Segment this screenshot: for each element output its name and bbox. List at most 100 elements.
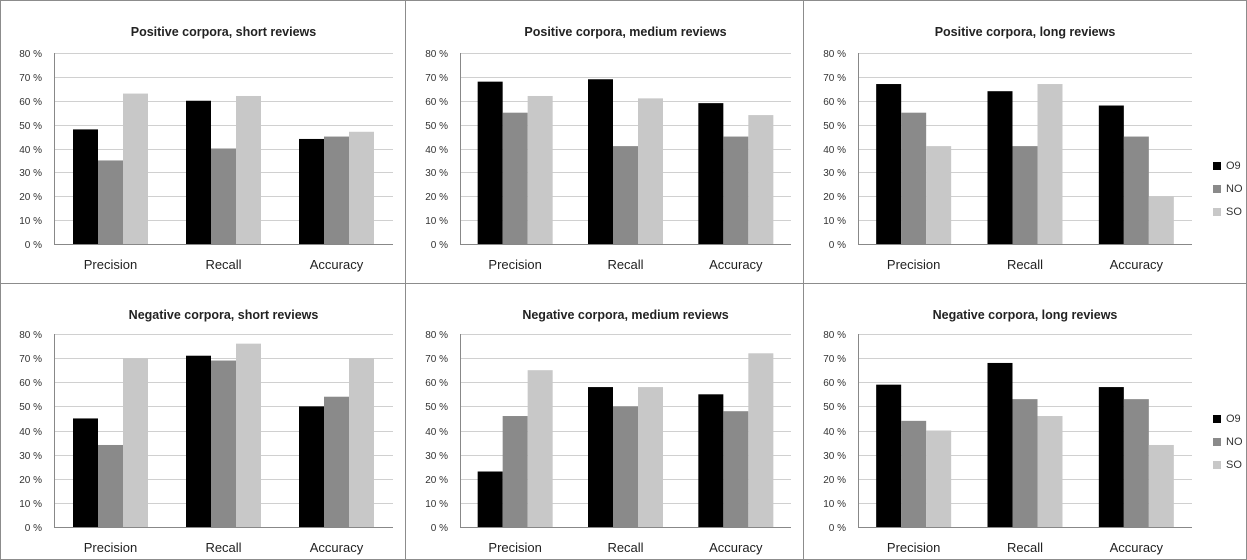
- y-tick-label: 10 %: [19, 499, 42, 510]
- y-tick-label: 0 %: [25, 523, 42, 534]
- y-tick-label: 10 %: [19, 216, 42, 227]
- y-tick-label: 40 %: [425, 145, 448, 156]
- y-tick-label: 70 %: [425, 354, 448, 365]
- bar-o9-precision: [477, 471, 503, 527]
- bar-o9-recall: [987, 362, 1013, 527]
- bar-o9-precision: [73, 418, 98, 527]
- y-tick-label: 20 %: [823, 475, 846, 486]
- y-tick-label: 70 %: [19, 354, 42, 365]
- y-tick-label: 80 %: [19, 330, 42, 341]
- bar-o9-precision: [876, 84, 902, 244]
- chart-title: Negative corpora, medium reviews: [522, 308, 728, 322]
- legend-swatch: [1213, 207, 1221, 216]
- bar-o9-recall: [186, 355, 211, 527]
- y-tick-label: 60 %: [425, 378, 448, 389]
- y-tick-label: 60 %: [425, 97, 448, 108]
- bar-o9-recall: [588, 387, 613, 527]
- bar-o9-recall: [588, 79, 613, 244]
- bar-no-accuracy: [1123, 136, 1149, 244]
- bar-no-precision: [901, 112, 927, 244]
- bar-no-accuracy: [324, 136, 349, 244]
- x-category-label: Accuracy: [709, 257, 763, 272]
- bar-so-accuracy: [349, 358, 374, 527]
- legend-item: O9: [1213, 407, 1243, 430]
- bar-o9-recall: [186, 100, 211, 244]
- x-category-label: Precision: [887, 257, 940, 272]
- bar-o9-precision: [876, 384, 902, 527]
- bar-so-precision: [527, 370, 553, 527]
- y-tick-label: 20 %: [823, 192, 846, 203]
- bar-chart-panel: Negative corpora, short reviews 0 % 10 % 20…: [19, 308, 393, 555]
- legend-label: O9: [1226, 159, 1241, 172]
- y-tick-label: 50 %: [823, 402, 846, 413]
- y-tick-label: 60 %: [19, 97, 42, 108]
- x-category-label: Precision: [488, 540, 541, 555]
- legend-swatch: [1213, 437, 1221, 446]
- y-tick-label: 0 %: [431, 240, 448, 251]
- legend-label: O9: [1226, 412, 1241, 425]
- bar-chart-panel: Negative corpora, long reviews 0 % 10 % 20 …: [823, 308, 1192, 555]
- y-tick-label: 0 %: [829, 523, 846, 534]
- bar-so-precision: [926, 146, 952, 244]
- x-category-label: Precision: [84, 257, 137, 272]
- y-tick-label: 80 %: [823, 330, 846, 341]
- bar-no-precision: [98, 160, 123, 244]
- bar-o9-recall: [987, 91, 1013, 244]
- y-tick-label: 30 %: [823, 168, 846, 179]
- legend-swatch: [1213, 161, 1221, 170]
- x-category-label: Recall: [205, 257, 241, 272]
- y-tick-label: 10 %: [425, 499, 448, 510]
- bar-chart-panel: Negative corpora, medium reviews 0 % 10 % 2…: [425, 308, 791, 555]
- bar-o9-accuracy: [299, 406, 324, 527]
- y-tick-label: 40 %: [19, 145, 42, 156]
- bar-no-precision: [901, 420, 927, 527]
- y-tick-label: 30 %: [19, 451, 42, 462]
- bar-no-precision: [98, 444, 123, 527]
- legend-label: NO: [1226, 182, 1243, 195]
- y-tick-label: 60 %: [823, 378, 846, 389]
- x-category-label: Recall: [607, 257, 643, 272]
- y-tick-label: 20 %: [19, 192, 42, 203]
- y-tick-label: 0 %: [431, 523, 448, 534]
- y-tick-label: 20 %: [425, 192, 448, 203]
- chart-title: Positive corpora, short reviews: [131, 25, 317, 39]
- legend-swatch: [1213, 460, 1221, 469]
- y-tick-label: 70 %: [425, 73, 448, 84]
- y-tick-label: 40 %: [19, 427, 42, 438]
- legend-swatch: [1213, 184, 1221, 193]
- legend-swatch: [1213, 414, 1221, 423]
- y-tick-label: 50 %: [823, 121, 846, 132]
- x-category-label: Recall: [205, 540, 241, 555]
- bar-no-recall: [613, 146, 638, 244]
- y-tick-label: 40 %: [425, 427, 448, 438]
- legend-item: SO: [1213, 200, 1243, 223]
- chart-title: Negative corpora, short reviews: [129, 308, 319, 322]
- y-tick-label: 30 %: [425, 168, 448, 179]
- bar-so-precision: [123, 93, 148, 245]
- y-tick-label: 10 %: [823, 499, 846, 510]
- bar-o9-accuracy: [698, 103, 724, 244]
- bar-no-accuracy: [324, 396, 349, 527]
- bar-so-recall: [1037, 416, 1063, 527]
- y-tick-label: 70 %: [823, 354, 846, 365]
- x-category-label: Precision: [84, 540, 137, 555]
- bar-so-accuracy: [748, 115, 774, 244]
- y-tick-label: 50 %: [19, 402, 42, 413]
- legend-item: NO: [1213, 177, 1243, 200]
- y-tick-label: 30 %: [19, 168, 42, 179]
- y-tick-label: 0 %: [25, 240, 42, 251]
- x-category-label: Recall: [607, 540, 643, 555]
- bar-so-accuracy: [1148, 444, 1174, 527]
- bar-so-recall: [638, 387, 663, 527]
- bar-no-accuracy: [723, 136, 749, 244]
- bar-no-recall: [613, 406, 638, 527]
- y-tick-label: 30 %: [425, 451, 448, 462]
- bar-o9-precision: [477, 81, 503, 245]
- x-category-label: Accuracy: [310, 540, 364, 555]
- legend-bottom: O9 NO SO: [1213, 407, 1243, 476]
- x-category-label: Accuracy: [1110, 540, 1164, 555]
- legend-label: SO: [1226, 458, 1242, 471]
- bar-so-precision: [926, 430, 952, 527]
- x-category-label: Recall: [1007, 257, 1043, 272]
- bar-no-recall: [211, 148, 236, 244]
